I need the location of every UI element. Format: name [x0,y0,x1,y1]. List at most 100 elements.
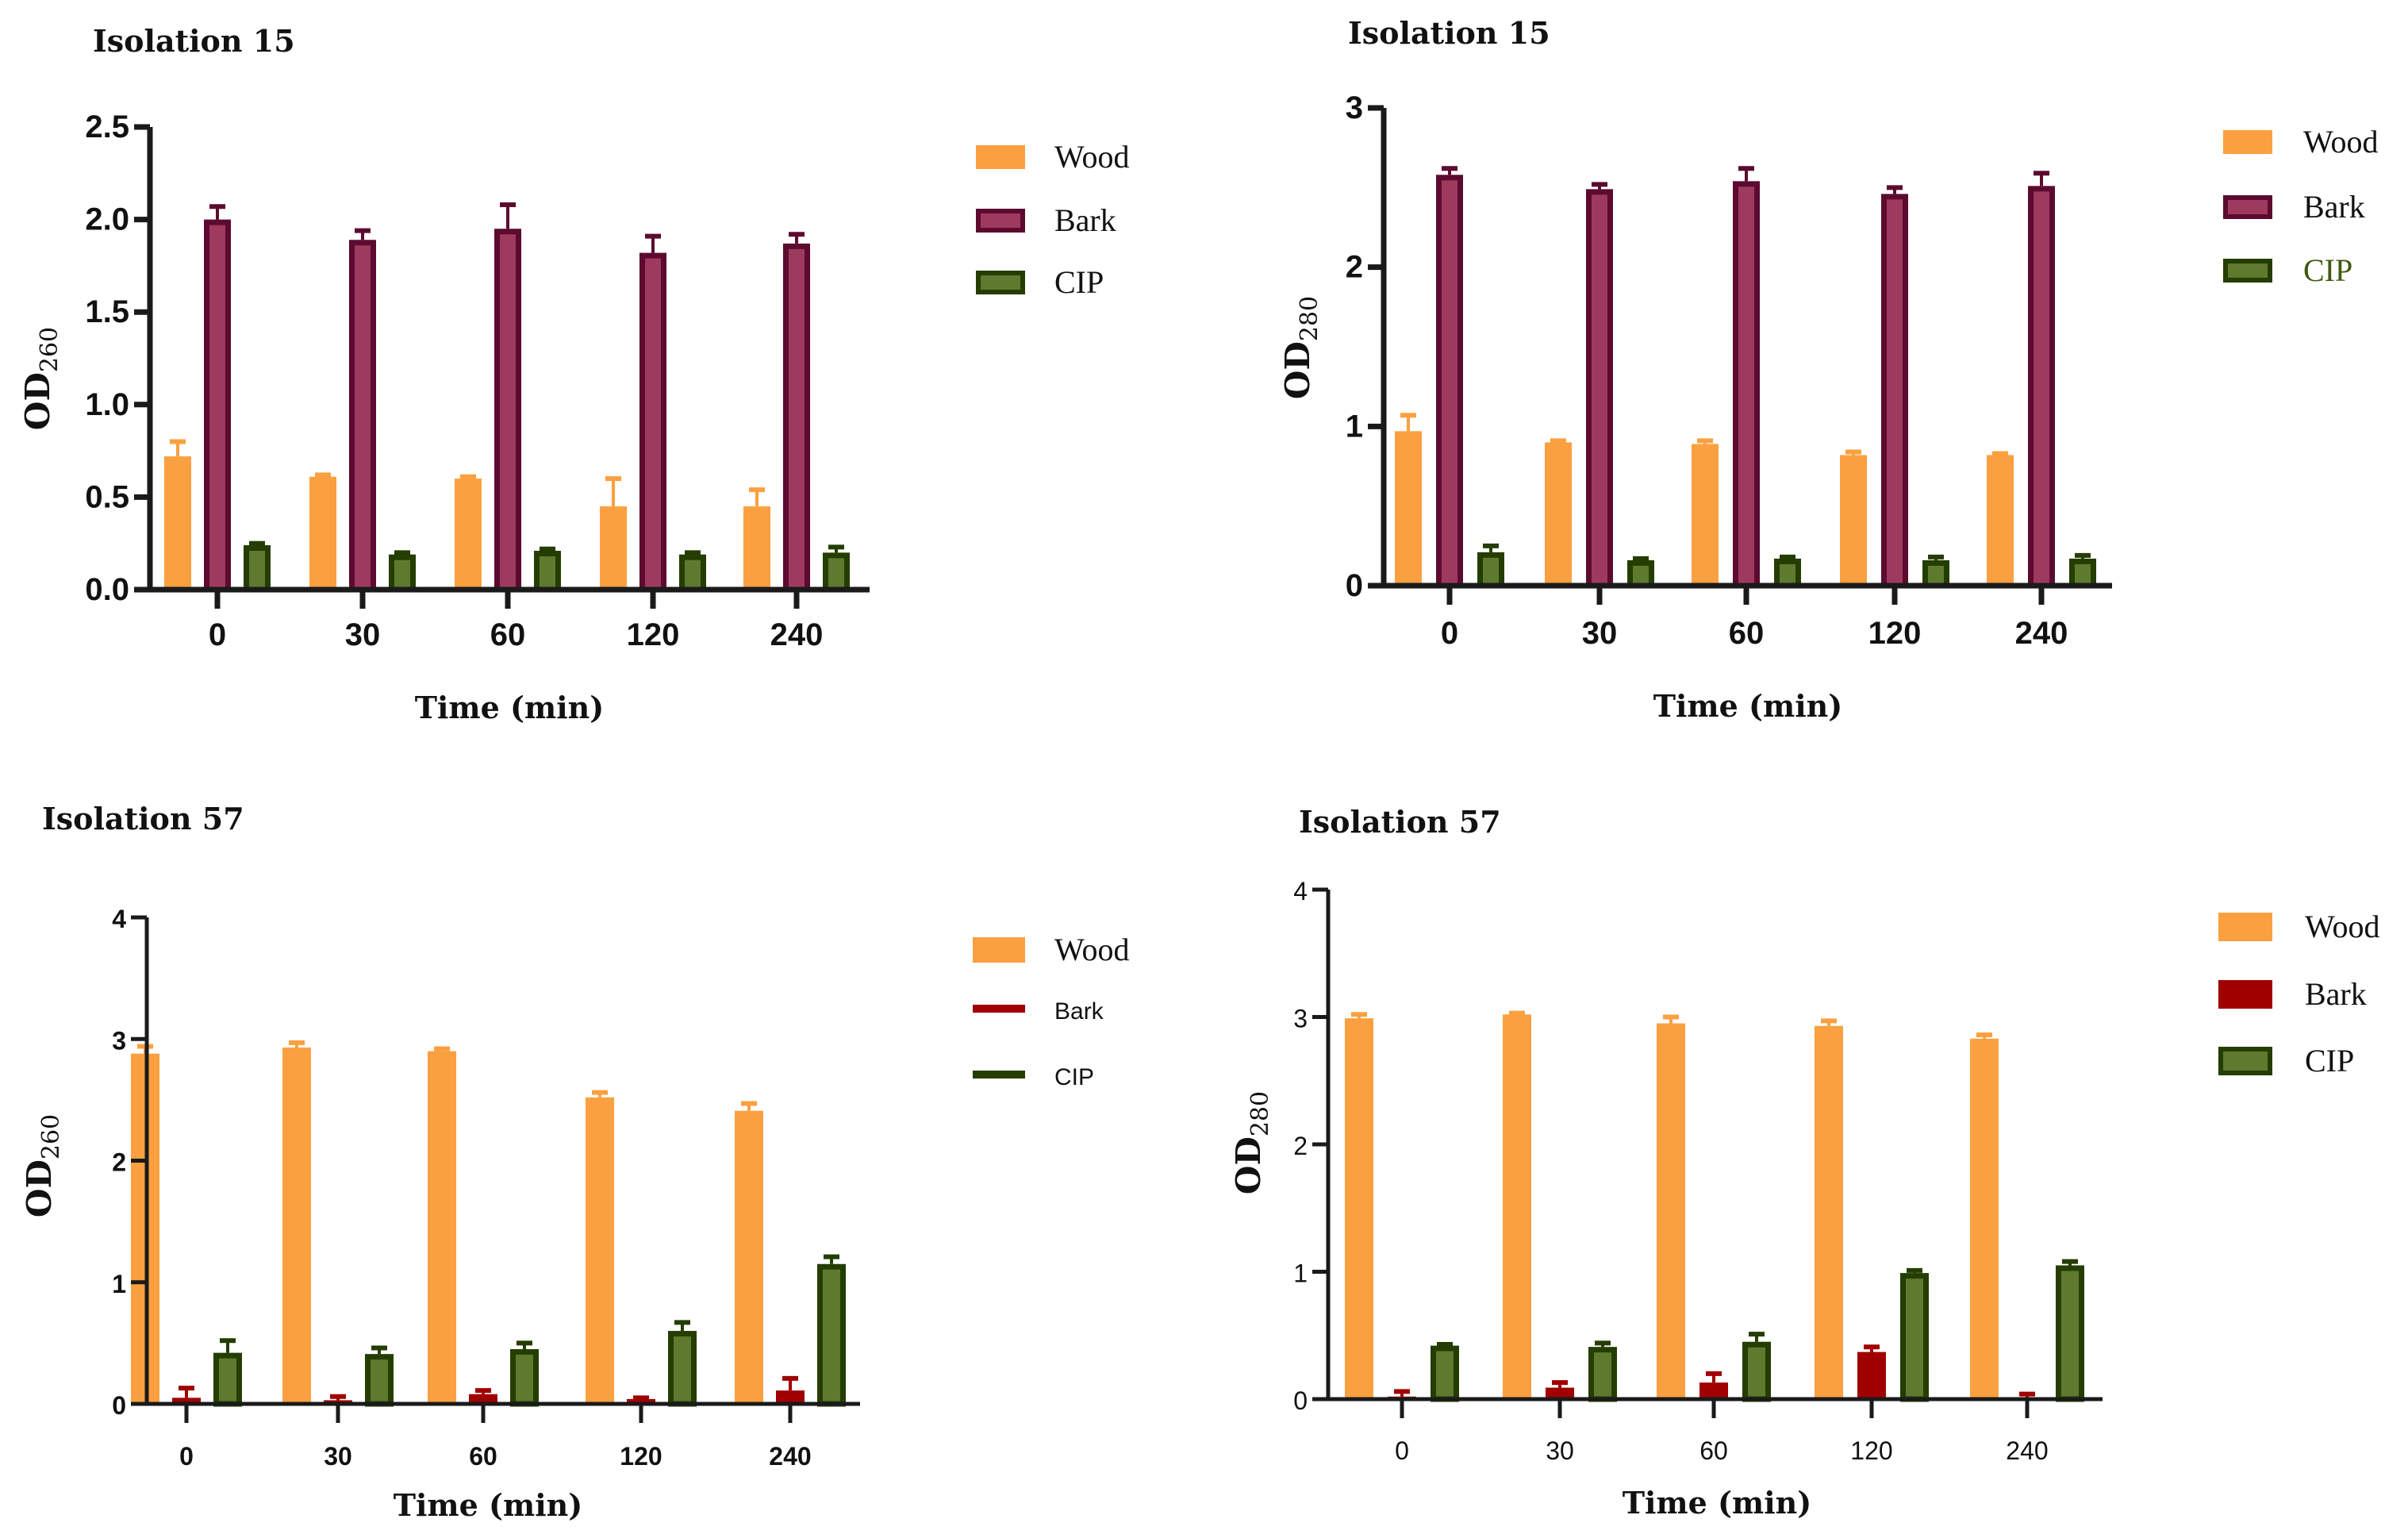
legend-swatch-bark [2223,195,2272,219]
bar-bark-240 [2028,186,2055,589]
legend-label-bark: Bark [1054,202,1116,238]
bar-cip-0 [244,545,271,593]
x-tick-label: 60 [469,1442,497,1471]
y-tick-label: 2 [1293,1132,1308,1160]
x-tick-label: 0 [179,1442,194,1471]
y-tick-label: 3 [1293,1005,1308,1033]
x-tick-label: 0 [209,617,226,652]
bar-bark-30 [1546,1387,1574,1399]
bar-bark-120 [1857,1352,1886,1399]
y-tick-label: 3 [112,1026,126,1055]
x-tick-label: 120 [627,617,680,652]
bar-bark-120 [627,1398,655,1404]
legend-swatch-wood [973,937,1025,963]
bar-bark-120 [1881,194,1908,589]
bar-cip-240 [823,552,850,593]
bar-cip-30 [389,554,416,593]
chart-1: Isolation 15 0.0 0.5 1.0 1.5 2.0 2.5 0 30 60 120 24… [18,23,1130,725]
y-axis-title-main: OD [1229,1136,1268,1194]
x-tick-label: 240 [2006,1436,2048,1465]
bar-wood-30 [1503,1014,1531,1399]
bar-wood-120 [600,506,627,590]
bar-wood-120 [1815,1025,1843,1399]
legend-label-bark: Bark [1054,998,1104,1025]
legend-swatch-wood [976,145,1025,169]
bar-cip-60 [1742,1341,1771,1402]
y-tick-label: 0 [1293,1386,1308,1415]
y-axis-title: OD260 [18,327,63,430]
legend: Wood Bark CIP [976,139,1130,300]
legend-label-wood: Wood [1054,932,1130,967]
bar-wood-60 [428,1051,456,1404]
bar-bark-120 [639,252,666,593]
legend-label-wood: Wood [1054,139,1130,175]
bar-cip-240 [2056,1265,2084,1402]
legend: Wood Bark CIP [2218,909,2380,1079]
y-axis-title-main: OD [20,1159,59,1217]
chart-3: Isolation 57 0 1 2 3 4 0 30 60 120 240 Time (min) OD… [20,801,1130,1523]
bar-bark-60 [469,1394,497,1404]
chart-title: Isolation 15 [1348,15,1550,51]
x-tick-label: 240 [2015,616,2068,651]
y-tick-label: 1.5 [85,294,129,329]
bar-cip-30 [365,1354,394,1407]
bar-wood-120 [586,1097,614,1404]
chart-title: Isolation 15 [93,23,295,59]
legend-swatch-bark [976,209,1025,233]
bar-bark-30 [349,240,376,593]
x-tick-label: 0 [1395,1436,1409,1465]
legend-swatch-cip [973,1071,1025,1079]
legend-swatch-cip [2223,259,2272,283]
legend-swatch-wood [2218,913,2272,941]
legend-swatch-bark [2218,980,2272,1009]
bar-cip-30 [1588,1347,1617,1402]
legend-swatch-cip [2218,1047,2272,1075]
bar-wood-240 [743,506,770,590]
bar-cip-240 [2069,558,2096,589]
y-axis-title-subscript: 260 [36,327,63,372]
x-tick-label: 120 [1868,616,1922,651]
x-tick-label: 240 [770,617,824,652]
y-tick-label: 0 [1346,568,1363,603]
bar-cip-0 [213,1352,242,1407]
legend-swatch-bark [973,1005,1025,1013]
x-tick-label: 30 [324,1442,352,1471]
legend-label-wood: Wood [2303,124,2379,160]
y-axis-title-subscript: 260 [37,1114,65,1159]
y-axis-title: OD280 [1229,1091,1274,1194]
legend-label-cip: CIP [1054,1064,1094,1090]
bar-wood-240 [1987,455,2014,586]
bar-bark-0 [172,1398,201,1404]
bar-bark-60 [1733,181,1760,589]
bar-wood-240 [735,1110,763,1404]
legend-label-bark: Bark [2303,189,2365,225]
y-axis-title: OD280 [1278,296,1323,399]
bar-bark-0 [1436,175,1463,589]
y-tick-label: 2 [1346,250,1363,285]
bar-wood-30 [309,476,336,590]
x-tick-label: 60 [1699,1436,1728,1465]
bar-bark-30 [1586,189,1613,589]
bar-wood-60 [1657,1023,1685,1399]
chart-4: Isolation 57 0 1 2 3 4 0 30 60 120 240 Time (min) OD… [1229,804,2380,1521]
y-axis-title-main: OD [1278,341,1317,399]
bar-bark-60 [1699,1382,1728,1399]
y-axis-title-main: OD [18,372,57,430]
bar-cip-0 [1477,552,1504,589]
x-axis-title: Time (min) [1623,1485,1812,1521]
x-axis-title: Time (min) [1653,688,1843,724]
bar-wood-30 [1545,442,1572,586]
legend-label-bark: Bark [2305,976,2367,1012]
bar-cip-120 [668,1331,697,1407]
chart-title: Isolation 57 [42,801,244,836]
bar-cip-60 [534,551,561,593]
bar-cip-240 [817,1263,846,1407]
y-tick-label: 4 [112,905,126,933]
bar-wood-0 [164,456,191,590]
bar-wood-30 [282,1047,311,1404]
bar-cip-0 [1431,1345,1459,1402]
y-tick-label: 1 [112,1270,126,1298]
y-tick-label: 3 [1346,90,1363,125]
y-tick-label: 0.0 [85,572,129,607]
